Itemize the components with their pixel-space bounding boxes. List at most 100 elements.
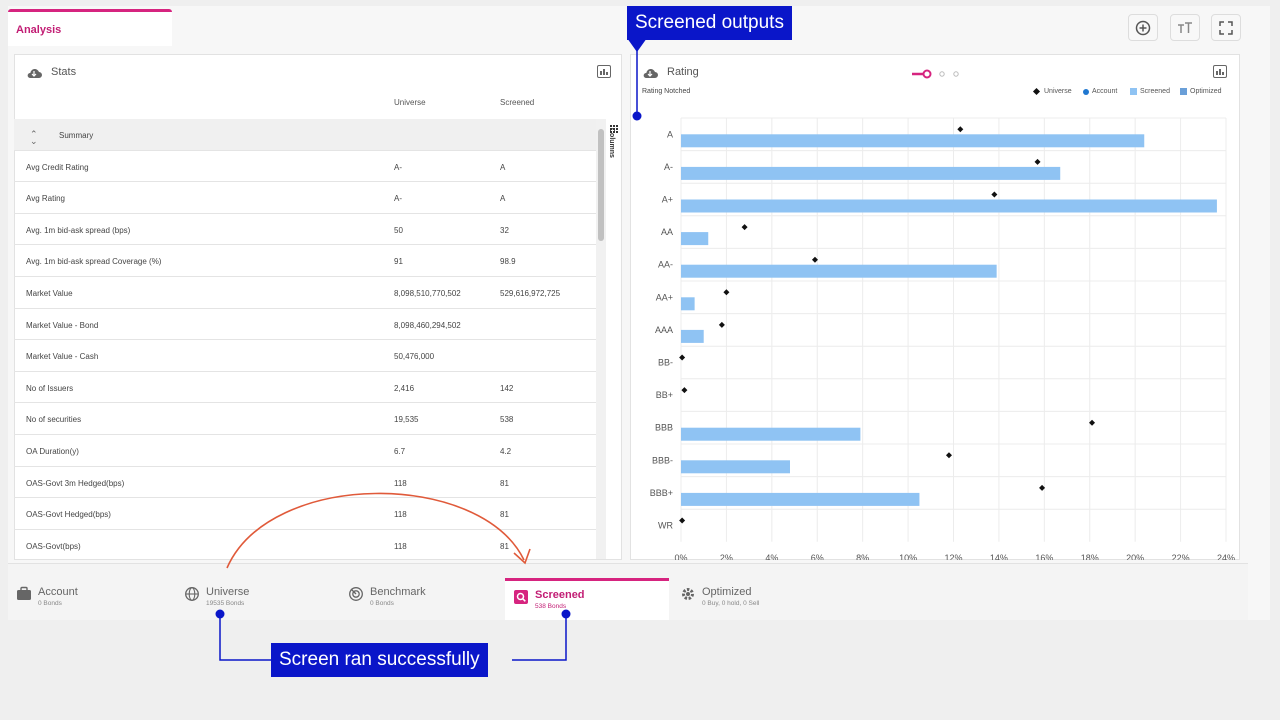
scroll-thumb[interactable] [598, 129, 604, 241]
table-row[interactable]: Avg. 1m bid-ask spread (bps) 50 32 [14, 214, 596, 246]
add-button[interactable] [1128, 14, 1158, 41]
view-toggle-dots[interactable] [910, 69, 962, 79]
cell-universe: 118 [394, 510, 407, 520]
table-row[interactable]: Avg Credit Rating A- A [14, 151, 596, 183]
cell-screened: 81 [500, 541, 509, 551]
marker-universe[interactable] [811, 256, 818, 263]
cell-screened: A [500, 162, 506, 172]
stats-title: Stats [51, 66, 77, 78]
bar-screened[interactable] [681, 199, 1217, 213]
bar-screened[interactable] [681, 329, 704, 343]
table-row[interactable]: Avg. 1m bid-ask spread Coverage (%) 91 98.… [14, 245, 596, 277]
bar-screened[interactable] [681, 460, 790, 474]
table-row[interactable]: No of securities 19,535 538 [14, 403, 596, 435]
bar-screened[interactable] [681, 232, 709, 246]
table-row[interactable]: OAS-Govt Hedged(bps) 118 81 [14, 498, 596, 530]
x-tick-label: 24% [1217, 553, 1235, 560]
y-tick-label: AA+ [656, 292, 673, 302]
table-row[interactable]: Market Value - Bond 8,098,460,294,502 [14, 309, 596, 341]
table-row[interactable]: Avg Rating A- A [14, 182, 596, 214]
table-row[interactable]: OAS-Govt(bps) 118 81 [14, 530, 596, 559]
callout-screened-outputs: Screened outputs [627, 6, 792, 40]
marker-universe[interactable] [991, 191, 998, 198]
marker-universe[interactable] [1039, 484, 1046, 491]
y-tick-label: AA- [658, 260, 673, 270]
columns-grid-icon[interactable] [610, 120, 618, 133]
bottom-tab-universe[interactable]: Universe 19535 Bonds [176, 578, 336, 620]
globe-icon [185, 587, 199, 601]
bottom-tab-screened[interactable]: Screened 538 Bonds [505, 578, 669, 620]
cell-label: Market Value - Bond [26, 320, 99, 330]
fullscreen-button[interactable] [1211, 14, 1241, 41]
y-tick-label: AAA [655, 325, 673, 335]
rating-title: Rating [667, 66, 699, 78]
bottom-tab-optimized[interactable]: Optimized 0 Buy, 0 hold, 0 Sell [672, 578, 832, 620]
bar-screened[interactable] [681, 492, 920, 506]
marker-universe[interactable] [679, 354, 686, 361]
text-size-button[interactable] [1170, 14, 1200, 41]
chart-toggle-icon[interactable] [1213, 65, 1227, 78]
tab-analysis[interactable]: Analysis [8, 9, 172, 46]
column-header-screened[interactable]: Screened [500, 98, 535, 107]
cell-label: Avg Credit Rating [26, 162, 89, 172]
legend-optimized[interactable]: Optimized [1180, 88, 1222, 95]
table-row[interactable]: Market Value 8,098,510,770,502 529,616,972… [14, 277, 596, 309]
cell-label: OAS-Govt Hedged(bps) [26, 510, 111, 520]
marker-universe[interactable] [679, 517, 686, 524]
chart-toggle-icon[interactable] [597, 65, 611, 78]
cloud-icon [27, 69, 42, 78]
columns-toggle[interactable]: Columns [608, 128, 615, 158]
gear-icon [682, 588, 694, 600]
bar-screened[interactable] [681, 427, 861, 441]
marker-universe[interactable] [681, 387, 688, 394]
column-header-universe[interactable]: Universe [394, 98, 426, 107]
x-tick-label: 0% [674, 553, 687, 560]
cell-screened: 81 [500, 510, 509, 520]
y-tick-label: AA [661, 227, 673, 237]
bottom-tab-title: Benchmark [370, 586, 426, 598]
table-row[interactable]: No of Issuers 2,416 142 [14, 372, 596, 404]
cell-universe: 8,098,460,294,502 [394, 320, 461, 330]
x-tick-label: 18% [1081, 553, 1099, 560]
cell-label: Market Value - Cash [26, 352, 99, 362]
cell-label: OAS-Govt(bps) [26, 541, 81, 551]
bar-screened[interactable] [681, 166, 1061, 180]
cell-screened: A [500, 194, 506, 204]
cell-screened: 538 [500, 415, 514, 425]
x-tick-label: 22% [1172, 553, 1190, 560]
cloud-icon [643, 69, 658, 78]
x-tick-label: 6% [811, 553, 824, 560]
marker-universe[interactable] [718, 321, 725, 328]
marker-universe[interactable] [741, 224, 748, 231]
cell-screened: 4.2 [500, 446, 512, 456]
legend-account[interactable]: Account [1083, 88, 1117, 95]
table-row[interactable]: OAS-Govt 3m Hedged(bps) 118 81 [14, 467, 596, 499]
table-row[interactable]: Market Value - Cash 50,476,000 [14, 340, 596, 372]
cell-label: Avg Rating [26, 194, 65, 204]
summary-group-row[interactable]: ⌃ ⌄ Summary [14, 119, 596, 151]
marker-universe[interactable] [957, 126, 964, 133]
x-tick-label: 10% [899, 553, 917, 560]
marker-universe[interactable] [1089, 419, 1096, 426]
collapse-icon[interactable]: ⌃ ⌄ [30, 129, 38, 146]
legend-screened[interactable]: Screened [1130, 88, 1170, 95]
y-tick-label: A- [664, 162, 673, 172]
bar-screened[interactable] [681, 134, 1145, 148]
marker-universe[interactable] [945, 452, 952, 459]
bottom-tab-account[interactable]: Account 0 Bonds [8, 578, 168, 620]
cell-universe: 8,098,510,770,502 [394, 288, 461, 298]
table-row[interactable]: OA Duration(y) 6.7 4.2 [14, 435, 596, 467]
table-scrollbar[interactable] [596, 119, 606, 559]
y-tick-label: BBB- [652, 455, 673, 465]
marker-universe[interactable] [723, 289, 730, 296]
cell-label: OA Duration(y) [26, 446, 79, 456]
cell-screened: 81 [500, 478, 509, 488]
marker-universe[interactable] [1034, 158, 1041, 165]
bottom-tab-count: 538 Bonds [535, 603, 567, 610]
bar-screened[interactable] [681, 264, 997, 278]
callout-screen-ran: Screen ran successfully [271, 643, 488, 677]
bottom-tab-benchmark[interactable]: Benchmark 0 Bonds [340, 578, 500, 620]
bar-screened[interactable] [681, 297, 695, 311]
legend-universe[interactable]: Universe [1032, 87, 1072, 96]
cell-universe: 6.7 [394, 446, 406, 456]
